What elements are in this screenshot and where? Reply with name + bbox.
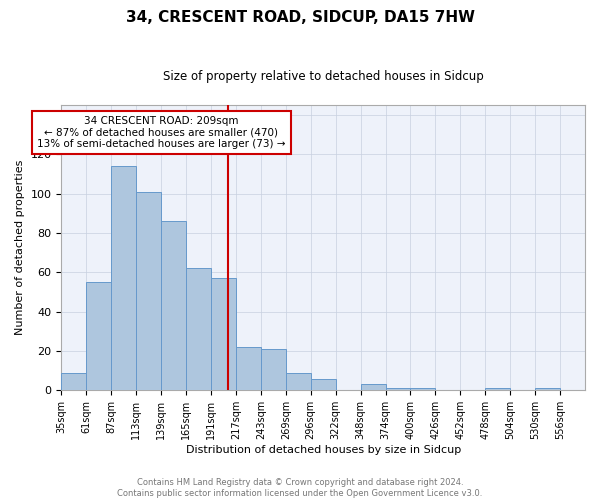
Bar	[61, 372, 86, 390]
Bar	[361, 384, 386, 390]
Text: Contains HM Land Registry data © Crown copyright and database right 2024.
Contai: Contains HM Land Registry data © Crown c…	[118, 478, 482, 498]
Bar	[386, 388, 410, 390]
Y-axis label: Number of detached properties: Number of detached properties	[15, 160, 25, 336]
Bar	[286, 372, 311, 390]
X-axis label: Distribution of detached houses by size in Sidcup: Distribution of detached houses by size …	[185, 445, 461, 455]
Title: Size of property relative to detached houses in Sidcup: Size of property relative to detached ho…	[163, 70, 484, 83]
Bar	[236, 347, 261, 391]
Bar	[186, 268, 211, 390]
Bar	[211, 278, 236, 390]
Bar	[161, 221, 186, 390]
Bar	[261, 349, 286, 391]
Text: 34, CRESCENT ROAD, SIDCUP, DA15 7HW: 34, CRESCENT ROAD, SIDCUP, DA15 7HW	[125, 10, 475, 25]
Text: 34 CRESCENT ROAD: 209sqm
← 87% of detached houses are smaller (470)
13% of semi-: 34 CRESCENT ROAD: 209sqm ← 87% of detach…	[37, 116, 286, 149]
Bar	[485, 388, 510, 390]
Bar	[111, 166, 136, 390]
Bar	[535, 388, 560, 390]
Bar	[410, 388, 436, 390]
Bar	[136, 192, 161, 390]
Bar	[311, 378, 335, 390]
Bar	[86, 282, 111, 391]
